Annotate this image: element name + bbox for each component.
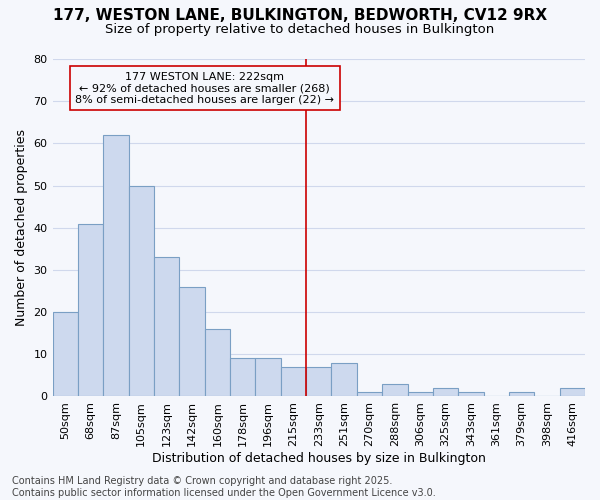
Bar xyxy=(357,392,382,396)
Bar xyxy=(458,392,484,396)
Text: Contains HM Land Registry data © Crown copyright and database right 2025.
Contai: Contains HM Land Registry data © Crown c… xyxy=(12,476,436,498)
Bar xyxy=(230,358,256,397)
Bar xyxy=(306,367,331,396)
Bar xyxy=(382,384,407,396)
Bar xyxy=(560,388,585,396)
Text: 177 WESTON LANE: 222sqm
← 92% of detached houses are smaller (268)
8% of semi-de: 177 WESTON LANE: 222sqm ← 92% of detache… xyxy=(75,72,334,105)
Bar xyxy=(53,312,78,396)
X-axis label: Distribution of detached houses by size in Bulkington: Distribution of detached houses by size … xyxy=(152,452,486,465)
Bar xyxy=(256,358,281,397)
Text: Size of property relative to detached houses in Bulkington: Size of property relative to detached ho… xyxy=(106,22,494,36)
Bar xyxy=(78,224,103,396)
Bar xyxy=(281,367,306,396)
Bar xyxy=(433,388,458,396)
Bar xyxy=(154,258,179,396)
Bar xyxy=(103,135,128,396)
Text: 177, WESTON LANE, BULKINGTON, BEDWORTH, CV12 9RX: 177, WESTON LANE, BULKINGTON, BEDWORTH, … xyxy=(53,8,547,22)
Bar xyxy=(331,362,357,396)
Bar xyxy=(407,392,433,396)
Y-axis label: Number of detached properties: Number of detached properties xyxy=(15,129,28,326)
Bar xyxy=(509,392,534,396)
Bar xyxy=(128,186,154,396)
Bar xyxy=(205,329,230,396)
Bar xyxy=(179,287,205,397)
